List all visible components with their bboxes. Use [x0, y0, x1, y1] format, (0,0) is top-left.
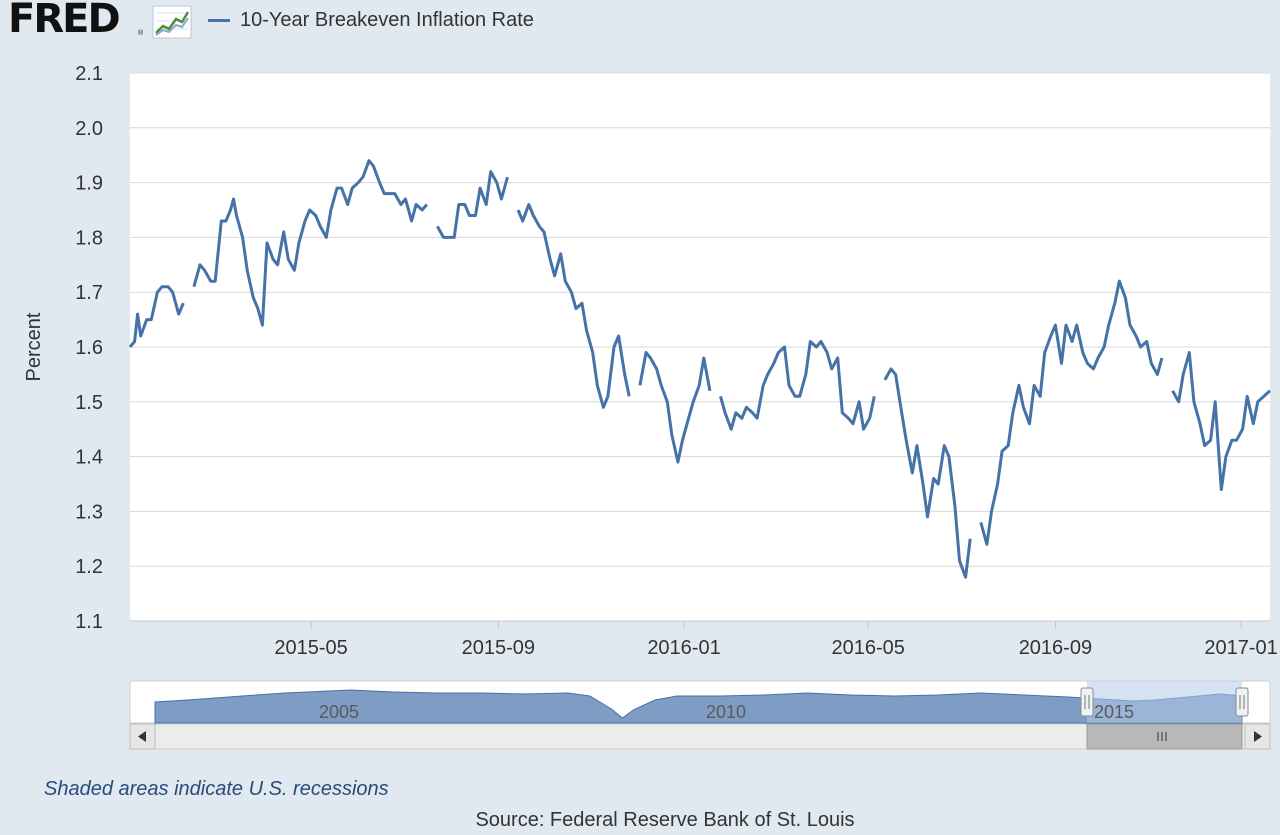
navigator-label: 2015 — [1094, 702, 1134, 722]
chart: 1.1 1.2 1.3 1.4 1.5 1.6 1.7 1.8 1.9 2.0 2.1 2015-0… — [23, 63, 1278, 750]
y-tick-label: 1.2 — [75, 556, 103, 578]
navigator-handle-right[interactable] — [1235, 687, 1249, 717]
recession-note: Shaded areas indicate U.S. recessions — [44, 778, 389, 800]
y-axis: 1.1 1.2 1.3 1.4 1.5 1.6 1.7 1.8 1.9 2.0 2.1 — [75, 63, 103, 633]
legend-swatch — [208, 18, 230, 22]
y-tick-label: 1.4 — [75, 447, 103, 469]
y-tick-label: 1.3 — [75, 501, 103, 523]
x-tick-label: 2015-09 — [462, 637, 535, 659]
navigator-handle-left[interactable] — [1080, 687, 1094, 717]
y-axis-label: Percent — [23, 312, 45, 381]
navigator-label: 2005 — [319, 702, 359, 722]
y-tick-label: 2.0 — [75, 118, 103, 140]
navigator-label: 2010 — [706, 702, 746, 722]
y-tick-label: 1.8 — [75, 227, 103, 249]
legend[interactable]: 10-Year Breakeven Inflation Rate — [208, 7, 534, 33]
scrollbar-thumb[interactable] — [1086, 723, 1243, 750]
y-tick-label: 1.6 — [75, 337, 103, 359]
x-tick-label: 2017-01 — [1204, 637, 1277, 659]
arrow-left-icon — [138, 731, 146, 742]
navigator[interactable]: 2005 2010 2015 — [129, 680, 1271, 724]
x-tick-label: 2016-05 — [831, 637, 904, 659]
registered-mark: ® — [138, 30, 144, 37]
x-tick-label: 2015-05 — [274, 637, 347, 659]
navigator-selection[interactable] — [1087, 681, 1242, 723]
navigator-labels: 2005 2010 2015 — [319, 702, 1134, 722]
arrow-right-icon — [1254, 731, 1262, 742]
y-tick-label: 1.5 — [75, 392, 103, 414]
source-note: Source: Federal Reserve Bank of St. Loui… — [475, 809, 855, 831]
y-tick-label: 1.1 — [75, 611, 103, 633]
series-line[interactable] — [128, 159, 1272, 579]
y-tick-label: 2.1 — [75, 63, 103, 85]
y-tick-label: 1.7 — [75, 282, 103, 304]
scrollbar-track — [129, 723, 1271, 750]
scrollbar[interactable] — [129, 723, 1271, 750]
header: FRED ® 10-Year Breakeven Inflation Rate — [0, 0, 1280, 50]
chart-line-icon — [152, 5, 192, 39]
legend-label: 10-Year Breakeven Inflation Rate — [240, 8, 534, 31]
x-tick-label: 2016-01 — [647, 637, 720, 659]
series-path[interactable] — [128, 159, 1272, 579]
x-axis: 2015-05 2015-09 2016-01 2016-05 2016-09 2017-… — [130, 620, 1278, 659]
fred-logo[interactable]: FRED — [8, 0, 121, 42]
y-tick-label: 1.9 — [75, 173, 103, 195]
x-tick-label: 2016-09 — [1019, 637, 1092, 659]
